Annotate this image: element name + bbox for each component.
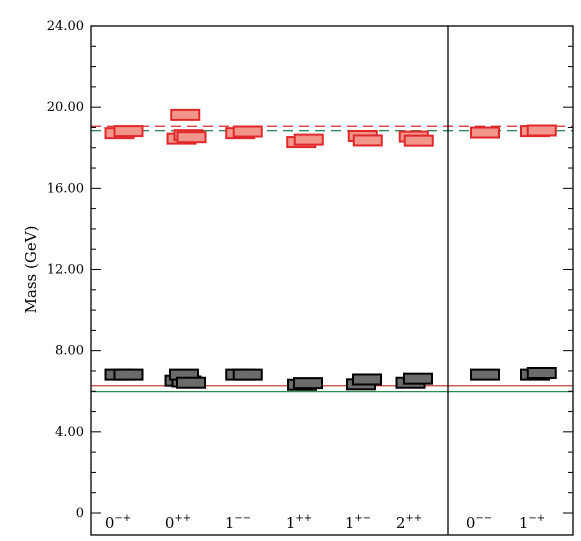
y-tick-label: 24.00 [47, 19, 84, 34]
low-mass-box-1 [113, 368, 144, 381]
reference-lines [91, 125, 573, 393]
low-mass-box-11 [352, 373, 382, 386]
y-tick-label: 8.00 [55, 344, 84, 359]
category-label: 1−− [225, 513, 251, 532]
category-label: 0−+ [105, 513, 131, 532]
category-label: 0++ [165, 513, 191, 532]
category-label: 2++ [396, 513, 422, 532]
high-mass-box-1 [113, 125, 144, 138]
low-mass-box-7 [232, 368, 263, 381]
category-label: 0−− [466, 513, 492, 532]
y-tick-label: 16.00 [47, 181, 84, 196]
high-mass-box-5 [176, 131, 207, 144]
y-axis-title: Mass (GeV) [22, 226, 40, 314]
plot-border [90, 25, 574, 536]
y-tick-label: 0 [76, 506, 84, 521]
low-mass-box-13 [403, 372, 433, 385]
y-tick-label: 4.00 [55, 425, 84, 440]
y-tick-label: 12.00 [47, 263, 84, 278]
high-mass-box-7 [232, 125, 263, 138]
low-mass-box-16 [526, 366, 557, 379]
low-mass-box-9 [293, 377, 323, 390]
mass-boxes [104, 108, 557, 391]
high-mass-box-3 [170, 108, 201, 121]
high-mass-box-11 [352, 134, 383, 147]
high-mass-box-13 [403, 134, 434, 147]
high-mass-box-14 [470, 126, 500, 139]
category-label: 1++ [286, 513, 312, 532]
category-label: 1−+ [519, 513, 545, 532]
y-axis-ticks: 0 4.00 8.00 12.00 16.00 20.00 24.00 [47, 19, 573, 521]
category-label: 1+− [345, 513, 371, 532]
low-mass-box-14 [470, 368, 500, 381]
y-tick-label: 20.00 [47, 100, 84, 115]
high-mass-box-16 [526, 124, 557, 137]
high-mass-box-9 [293, 133, 324, 146]
x-category-labels: 0−+ 0++ 1−− 1++ 1+− 2++ 0−− 1−+ [105, 513, 545, 532]
low-mass-box-5 [176, 376, 206, 389]
plot-frame [90, 25, 574, 536]
